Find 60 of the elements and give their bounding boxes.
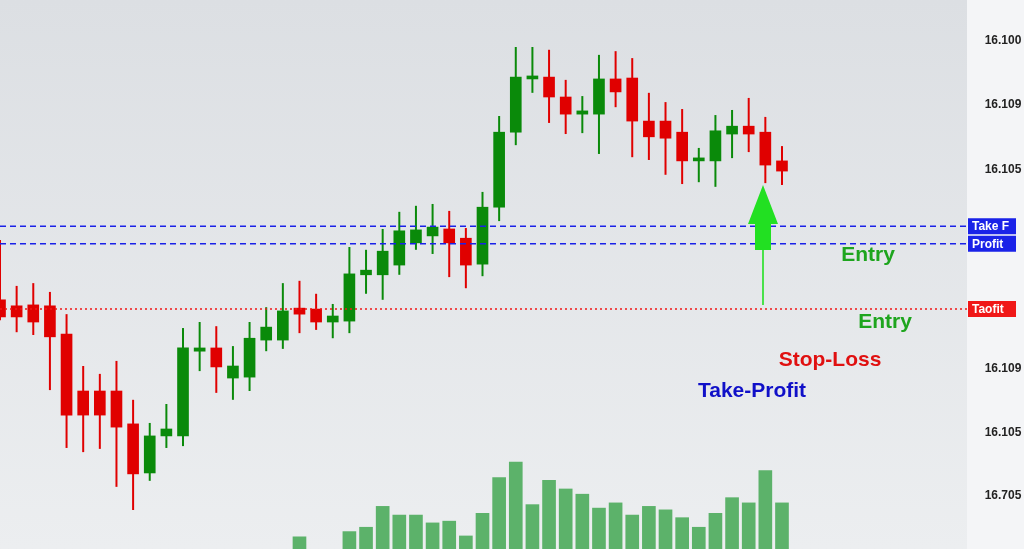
bar [392, 514, 407, 549]
bar [758, 470, 773, 549]
bar [425, 522, 440, 549]
bar [525, 504, 540, 549]
bar [342, 531, 357, 549]
bar [708, 513, 723, 549]
candlestick [310, 292, 322, 331]
bar [492, 477, 506, 549]
text: 16.109 [984, 97, 1022, 112]
bar [658, 509, 673, 549]
annotation: Take-Profit [697, 377, 807, 401]
bar [442, 520, 457, 549]
bar [575, 493, 590, 549]
candlestick [210, 325, 223, 394]
candlestick [360, 248, 372, 295]
bar [508, 461, 523, 549]
bar [592, 507, 606, 549]
candlestick [410, 204, 422, 251]
bar [459, 535, 473, 549]
candlestick [643, 91, 655, 161]
bar [409, 514, 423, 549]
text: 16.105 [984, 425, 1022, 440]
candlestick [27, 282, 40, 336]
candlestick [776, 145, 788, 186]
bar [725, 497, 739, 549]
bar [475, 513, 490, 549]
candlestick [609, 50, 622, 109]
bar [675, 517, 689, 549]
bar [292, 536, 307, 549]
ref-line-label: Profit [972, 237, 1004, 252]
candlestick [426, 202, 439, 255]
annotation: Entry [858, 308, 913, 332]
bar [691, 526, 706, 549]
bar [608, 502, 623, 549]
bar [625, 514, 640, 549]
text: 16.100 [984, 33, 1022, 48]
candlestick [742, 96, 755, 154]
candlestick [659, 101, 672, 176]
candlestick [726, 108, 738, 160]
bar [359, 526, 373, 549]
annotation: Stop-Loss [778, 346, 882, 370]
text: 16.705 [984, 488, 1022, 503]
bar [741, 502, 756, 549]
ref-line-label: Taofit [972, 302, 1004, 317]
candlestick [543, 48, 555, 124]
bar [542, 479, 556, 549]
candlestick [193, 321, 206, 373]
text: 16.109 [984, 361, 1022, 376]
candlestick [559, 78, 572, 136]
candlestick [260, 306, 273, 353]
candlestick [443, 209, 456, 279]
bar [558, 488, 573, 549]
bar [375, 506, 390, 549]
ref-line-label: Take F [972, 219, 1010, 234]
candlestick [227, 345, 239, 401]
bar [775, 502, 789, 549]
annotation: Entry [841, 241, 896, 265]
text: 16.105 [984, 162, 1022, 177]
candlestick [326, 302, 339, 340]
bar [642, 506, 656, 549]
